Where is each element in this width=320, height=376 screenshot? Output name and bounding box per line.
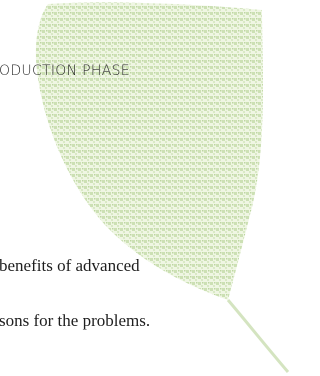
body-text-line: benefits of advanced (0, 256, 140, 276)
section-heading: ODUCTION PHASE (0, 63, 130, 79)
page: ODUCTION PHASE benefits of advanced sons… (0, 0, 294, 376)
body-text-line: sons for the problems. (0, 311, 150, 331)
